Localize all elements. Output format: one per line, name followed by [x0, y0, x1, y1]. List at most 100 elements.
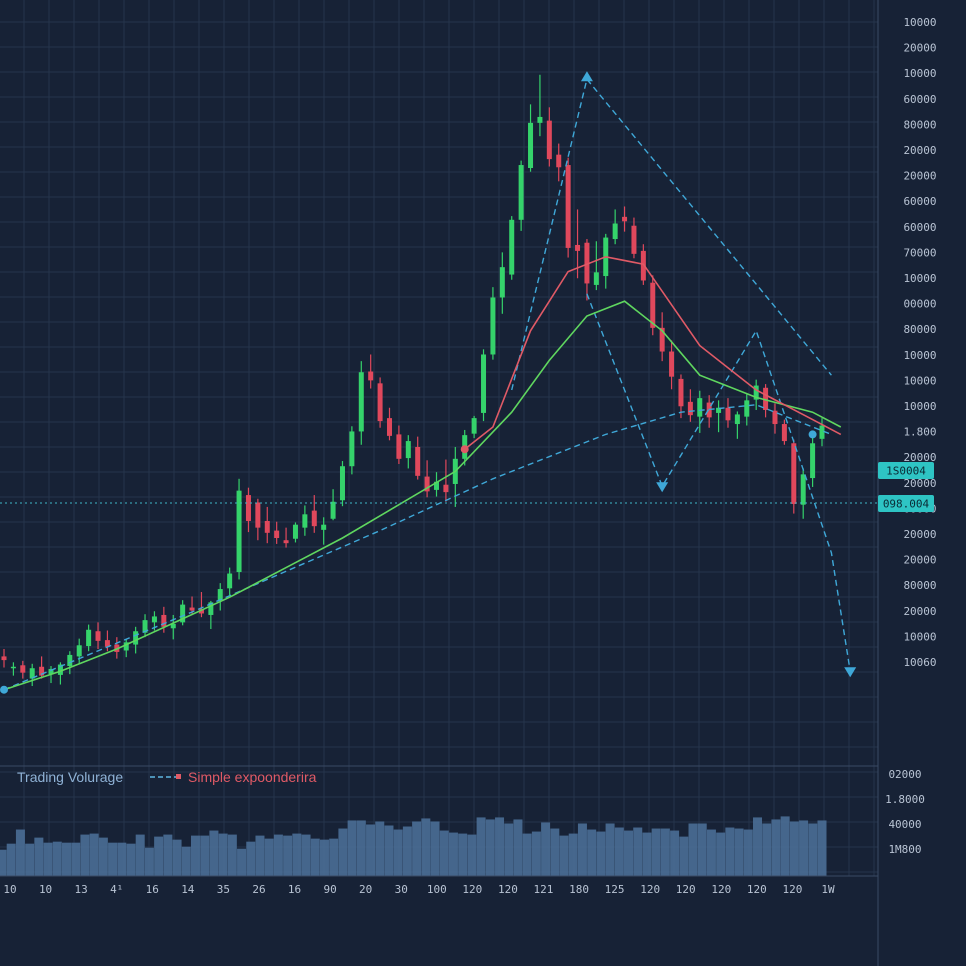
candle-body [631, 225, 637, 254]
candle-body [133, 631, 139, 645]
volume-bar [154, 836, 164, 876]
candle-body [349, 431, 355, 467]
candle-body [57, 664, 63, 675]
volume-bar [34, 837, 44, 876]
candle-body [86, 629, 92, 647]
volume-bar [541, 822, 551, 876]
candle-body [593, 272, 599, 285]
volume-bar [227, 834, 237, 876]
volume-bar [753, 817, 763, 876]
candle-body [471, 418, 477, 434]
volume-bar [25, 843, 35, 876]
price-axis-label: 60000 [903, 195, 936, 208]
volume-bar [706, 829, 716, 876]
volume-bar [172, 839, 182, 876]
volume-bar [181, 846, 191, 876]
sma-start-marker [460, 445, 469, 454]
price-axis-label: 20000 [903, 451, 936, 464]
candle-body [725, 407, 731, 421]
price-axis-label: 10000 [903, 349, 936, 362]
candle-body [537, 116, 543, 123]
volume-bar [614, 827, 624, 876]
candle-body [104, 640, 110, 647]
volume-bar [255, 835, 265, 876]
volume-bar [762, 823, 772, 876]
candle-body [339, 466, 345, 501]
volume-bar [596, 831, 606, 876]
candle-body [490, 297, 496, 355]
volume-bar [605, 823, 615, 876]
volume-bar [651, 828, 661, 876]
volume-bar [237, 848, 247, 876]
volume-bar [108, 842, 118, 876]
volume-bar [218, 833, 228, 876]
candle-body [810, 443, 816, 479]
candle-body [10, 666, 16, 669]
volume-bar [144, 847, 154, 876]
volume-bar [642, 832, 652, 876]
candle-body [415, 446, 421, 476]
volume-bar [495, 817, 505, 876]
volume-bar [670, 830, 680, 876]
price-axis-label: 20000 [903, 42, 936, 55]
x-axis-label: 120 [711, 883, 731, 896]
candle-body [424, 476, 430, 492]
volume-bar [430, 821, 440, 876]
x-axis-label: 4¹ [110, 883, 123, 896]
candle-body [321, 524, 327, 530]
volume-bar [329, 838, 339, 876]
candle-body [245, 495, 251, 521]
volume-bar [679, 836, 689, 876]
price-tag-label: 098.004 [883, 498, 930, 511]
candle-body [123, 642, 129, 651]
volume-bar [117, 842, 127, 876]
x-axis-label: 120 [640, 883, 660, 896]
candle-body [358, 372, 364, 432]
volume-bar [688, 823, 698, 876]
volume-bar [808, 823, 818, 876]
candle-body [236, 490, 242, 573]
candle-body [39, 666, 45, 676]
volume-bar [485, 819, 495, 876]
candle-body [76, 645, 82, 657]
candle-body [405, 441, 411, 459]
candle-body [669, 351, 675, 377]
x-axis-label: 100 [427, 883, 447, 896]
sma-line [464, 255, 842, 450]
volume-bar [80, 834, 90, 876]
price-axis-label: 20000 [903, 605, 936, 618]
price-axis-label: 10000 [903, 374, 936, 387]
volume-bar [513, 819, 523, 876]
candle-body [189, 607, 195, 611]
candle-body [716, 407, 722, 413]
volume-bar [6, 843, 16, 876]
trend-line [3, 404, 832, 691]
volume-axis-label: 1M800 [888, 843, 921, 856]
candle-body [302, 514, 308, 528]
volume-bar [292, 833, 302, 876]
candle-body [386, 418, 392, 436]
volume-bar [71, 842, 81, 876]
candle-body [330, 501, 336, 519]
volume-bar [743, 829, 753, 876]
candle-body [217, 589, 223, 601]
x-axis-label: 120 [747, 883, 767, 896]
candle-body [622, 216, 628, 222]
volume-bar [89, 833, 99, 876]
volume-axis-label: 02000 [888, 768, 921, 781]
price-axis-label: 60000 [903, 93, 936, 106]
candle-body [753, 385, 759, 400]
volume-bar [633, 827, 643, 876]
candle-body [67, 654, 73, 667]
candle-body [311, 510, 317, 527]
candle-body [274, 530, 280, 538]
price-tag-label: 1S0004 [886, 465, 926, 478]
price-axis-label: 80000 [903, 323, 936, 336]
volume-bar [402, 826, 412, 876]
price-axis-label: 20000 [903, 554, 936, 567]
price-axis-label: 00000 [903, 298, 936, 311]
volume-bar [660, 828, 670, 876]
volume-bar [310, 838, 320, 876]
pivot-marker [808, 430, 817, 439]
volume-bar [725, 827, 735, 876]
